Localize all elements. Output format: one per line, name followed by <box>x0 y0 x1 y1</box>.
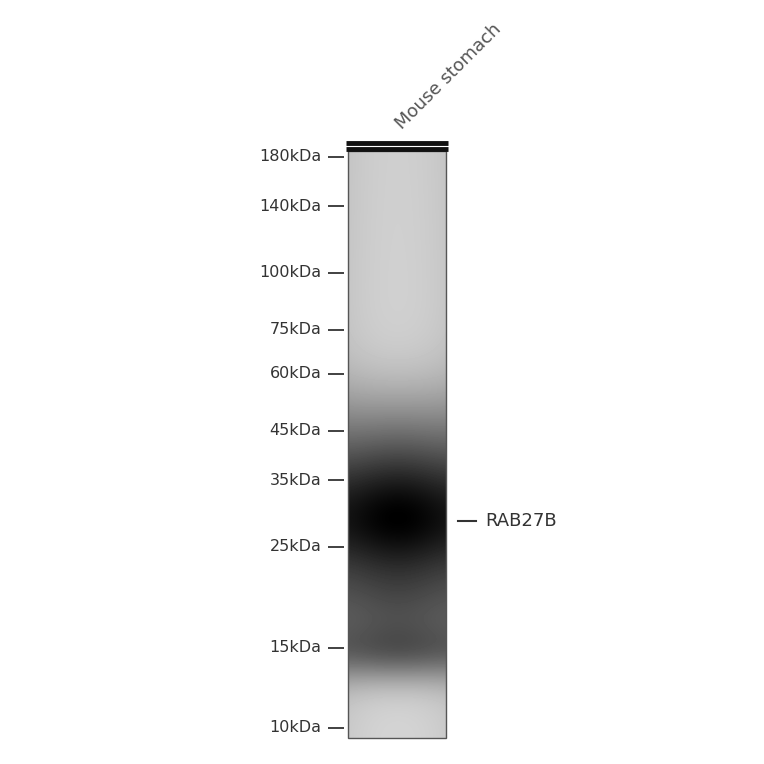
Text: 180kDa: 180kDa <box>259 149 322 164</box>
Text: Mouse stomach: Mouse stomach <box>392 21 505 133</box>
Text: 75kDa: 75kDa <box>270 322 322 337</box>
Text: 60kDa: 60kDa <box>270 366 322 381</box>
Text: 15kDa: 15kDa <box>270 640 322 655</box>
Text: 35kDa: 35kDa <box>270 473 322 487</box>
Text: 140kDa: 140kDa <box>260 199 322 214</box>
Text: 25kDa: 25kDa <box>270 539 322 554</box>
Text: 100kDa: 100kDa <box>260 265 322 280</box>
Text: RAB27B: RAB27B <box>486 512 557 529</box>
Text: 10kDa: 10kDa <box>270 720 322 735</box>
Text: 45kDa: 45kDa <box>270 423 322 438</box>
Bar <box>348 151 446 738</box>
